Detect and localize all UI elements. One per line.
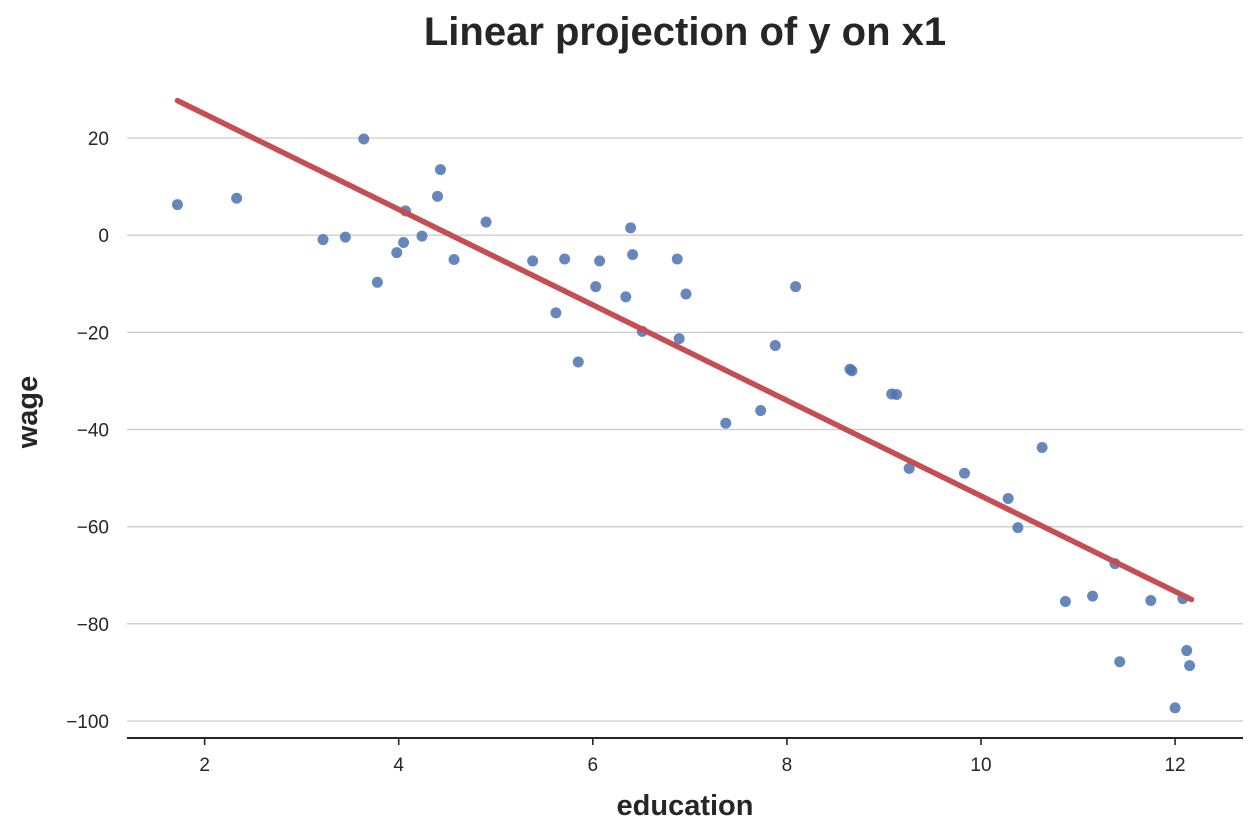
data-point [1087,590,1099,602]
data-point [1184,660,1196,672]
data-point [958,467,970,479]
data-point [720,417,732,429]
data-point [627,249,639,261]
data-point [391,247,403,259]
data-point [1012,522,1024,534]
data-point [590,281,602,293]
scatter-points [171,133,1196,714]
data-point [769,339,781,351]
x-tick-label: 4 [393,755,404,776]
data-point [846,365,858,377]
data-point [1036,441,1048,453]
data-point [559,253,571,265]
data-point [171,199,183,211]
data-point [680,288,692,300]
data-point [671,253,683,265]
data-point [371,276,383,288]
y-tick-label: 0 [98,226,109,247]
data-point [416,230,428,242]
data-point [550,307,562,319]
x-tick-label: 2 [199,755,210,776]
data-point [572,356,584,368]
data-point [1145,595,1157,607]
data-point [790,281,802,293]
data-point [398,236,410,248]
x-tick-label: 8 [782,755,793,776]
data-point [1169,702,1181,714]
data-point [1002,492,1014,504]
data-point [527,255,539,267]
fit-line [174,97,1195,603]
data-point [1059,595,1071,607]
y-tick-label: −20 [77,323,109,344]
data-point [1181,645,1193,657]
data-point [903,462,915,474]
x-axis-ticks: 2 4 6 8 10 12 [199,738,1186,776]
data-point [594,255,606,267]
x-tick-label: 6 [588,755,599,776]
y-axis-ticks: −100 −80 −60 −40 −20 0 20 [66,129,109,733]
data-point [339,231,351,243]
y-tick-label: −60 [77,518,109,539]
data-point [448,253,460,265]
data-point [625,222,637,234]
chart-title: Linear projection of y on x1 [424,10,946,54]
data-point [620,291,632,303]
data-point [434,164,446,176]
y-tick-label: −40 [77,421,109,442]
y-tick-label: −100 [66,712,109,733]
y-tick-label: −80 [77,615,109,636]
data-point [231,192,243,204]
x-tick-label: 12 [1164,755,1185,776]
data-point [317,234,329,246]
data-point [891,389,903,401]
x-axis-label: education [617,790,754,822]
data-point [673,333,685,345]
gridlines [127,137,1243,722]
data-point [755,405,767,417]
y-axis-label: wage [12,376,44,450]
data-point [1114,656,1126,668]
data-point [432,190,444,202]
x-tick-label: 10 [970,755,991,776]
data-point [480,216,492,228]
data-point [358,133,370,145]
y-tick-label: 20 [88,129,109,150]
